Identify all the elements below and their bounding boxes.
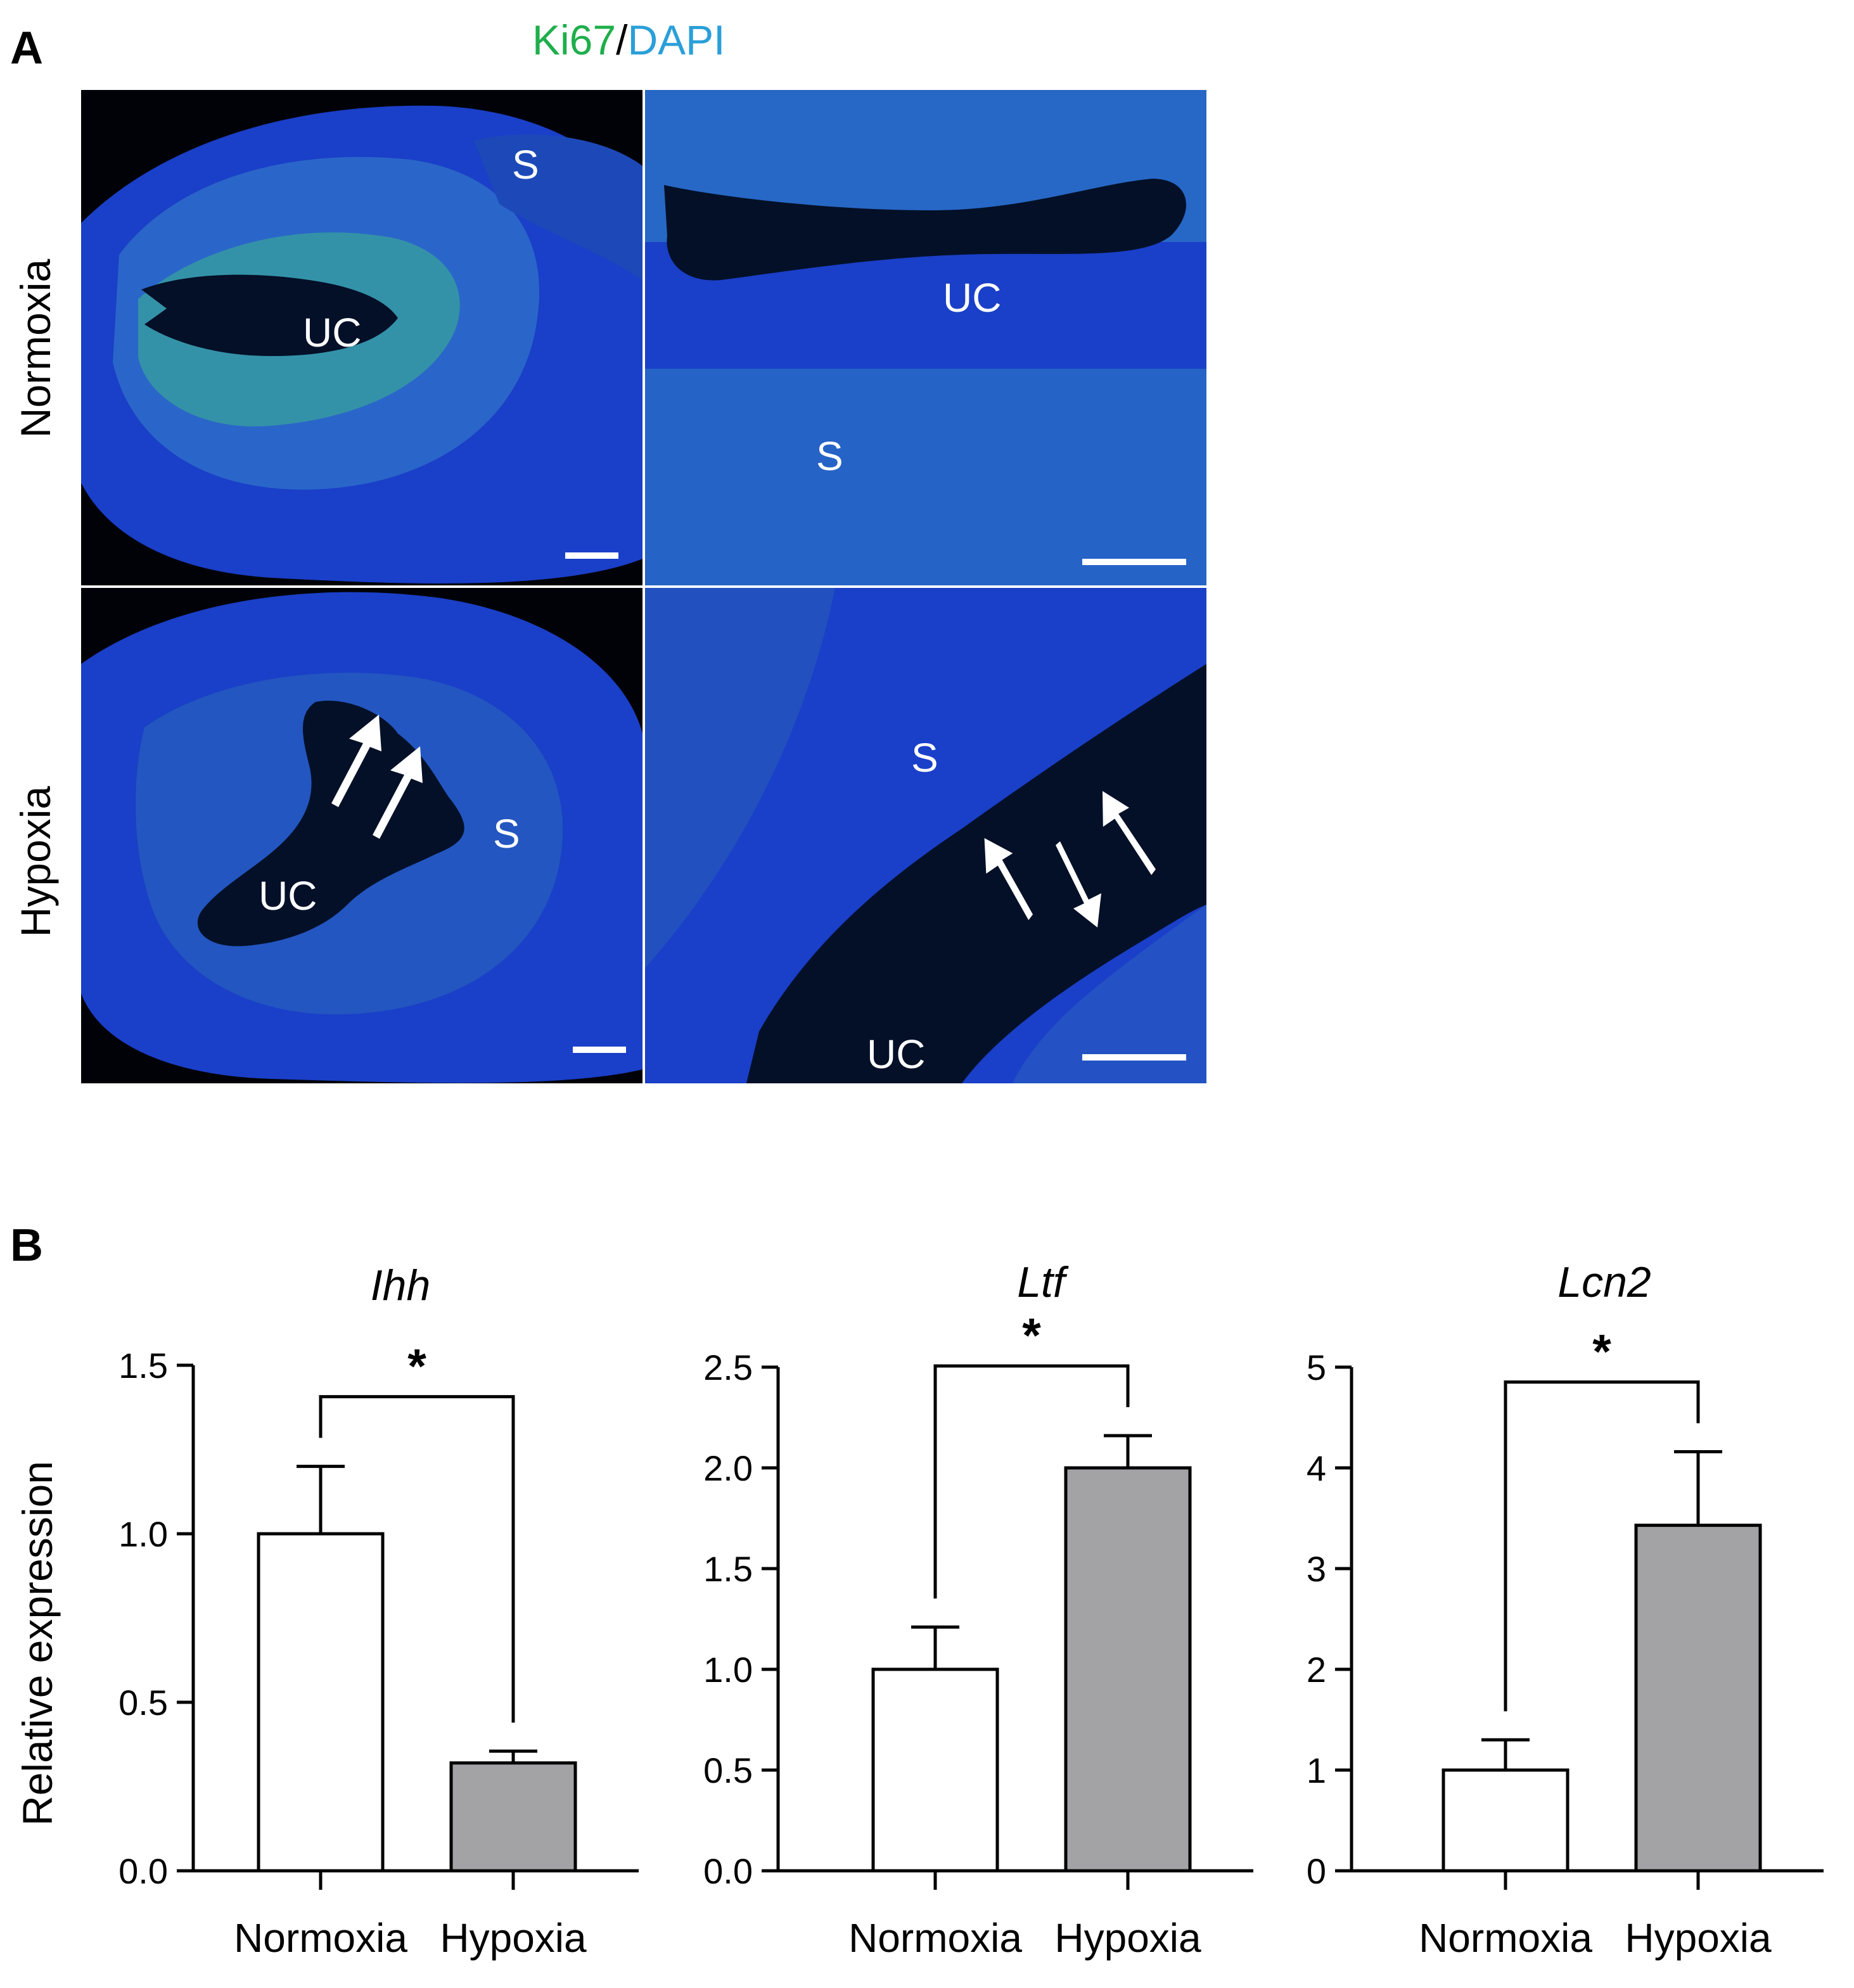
y-tick-label: 0.5: [703, 1750, 753, 1790]
significance-bracket: [319, 1395, 515, 1723]
arrow-icon: [1056, 841, 1101, 927]
micrograph-normoxia-high: UC S: [645, 90, 1206, 585]
x-tick-label: Normoxia: [234, 1915, 407, 1961]
x-tick-label: Hypoxia: [1625, 1915, 1772, 1961]
label-s: S: [816, 433, 843, 479]
panel-b-letter: B: [10, 1220, 43, 1271]
label-s: S: [493, 811, 520, 857]
micrograph-hypoxia-low: UC S: [81, 588, 643, 1083]
bar-hypoxia: [1064, 1466, 1192, 1873]
x-tick-label: Hypoxia: [440, 1915, 587, 1961]
bar-hypoxia: [1634, 1524, 1762, 1873]
bar-charts: Ihh Relative expression 0.0 0.5 1.0 1.5 Normox…: [14, 1258, 1824, 1961]
dapi-label: DAPI: [627, 16, 726, 63]
bar-normoxia: [871, 1667, 999, 1873]
label-uc: UC: [303, 310, 361, 355]
significance-bracket: [1504, 1380, 1700, 1712]
y-tick-label: 0.0: [118, 1851, 168, 1891]
ki67-label: Ki67: [532, 16, 617, 63]
x-tick-label: Normoxia: [848, 1915, 1022, 1961]
arrow-icon: [1102, 791, 1156, 876]
significance-marker: *: [1022, 1309, 1041, 1363]
scale-bar: [1082, 559, 1186, 565]
scale-bar: [573, 1047, 626, 1053]
micrograph-hypoxia-high: S UC: [645, 588, 1206, 1083]
y-tick-label: 4: [1307, 1448, 1326, 1488]
scale-bar: [565, 552, 618, 559]
bar-hypoxia: [449, 1761, 577, 1873]
y-axis-label: Relative expression: [14, 1461, 61, 1826]
y-tick-label: 1.0: [118, 1514, 168, 1554]
y-tick-label: 1: [1307, 1750, 1326, 1790]
stain-title: Ki67/DAPI: [532, 19, 726, 61]
x-tick-label: Normoxia: [1419, 1915, 1592, 1961]
y-tick-label: 1.0: [703, 1650, 753, 1690]
y-tick-label: 2: [1307, 1650, 1326, 1690]
significance-bracket: [933, 1364, 1130, 1599]
y-tick-label: 0.5: [118, 1683, 168, 1723]
label-uc: UC: [867, 1031, 925, 1077]
y-tick-label: 5: [1307, 1348, 1326, 1387]
y-tick-label: 1.5: [703, 1549, 753, 1589]
chart-title: Lcn2: [1557, 1258, 1651, 1306]
chart-title: Ihh: [371, 1261, 431, 1309]
label-s: S: [512, 142, 539, 188]
label-uc: UC: [943, 275, 1001, 321]
y-tick-label: 2.0: [703, 1448, 753, 1488]
y-tick-label: 0.0: [703, 1851, 753, 1891]
arrow-icon: [984, 838, 1033, 921]
panel-a-letter: A: [10, 23, 43, 73]
scale-bar: [1082, 1054, 1186, 1061]
y-tick-label: 1.5: [118, 1346, 168, 1386]
arrow-icon: [331, 715, 381, 807]
significance-marker: *: [1592, 1325, 1611, 1379]
x-tick-label: Hypoxia: [1054, 1915, 1201, 1961]
y-tick-label: 3: [1307, 1549, 1326, 1589]
bar-normoxia: [257, 1532, 385, 1873]
stain-separator: /: [616, 16, 628, 63]
significance-marker: *: [407, 1340, 426, 1394]
label-s: S: [911, 735, 938, 781]
y-tick-label: 0: [1307, 1851, 1326, 1891]
chart-title: Ltf: [1017, 1258, 1069, 1306]
arrow-icon: [373, 746, 423, 839]
row-label-hypoxia: Hypoxia: [12, 786, 59, 938]
label-uc: UC: [259, 873, 317, 919]
micrograph-normoxia-low: UC S: [81, 90, 643, 585]
y-tick-label: 2.5: [703, 1348, 753, 1387]
row-label-normoxia: Normoxia: [12, 258, 59, 438]
bar-normoxia: [1442, 1768, 1570, 1873]
